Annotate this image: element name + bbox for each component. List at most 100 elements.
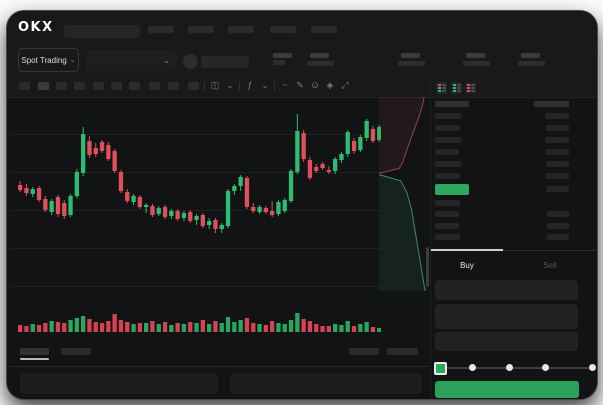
ticker-stat-value — [273, 60, 285, 65]
toolbar-divider — [239, 82, 240, 91]
orderbook-col-header — [534, 101, 569, 107]
orderbook-col-header — [435, 101, 469, 107]
app-window: OKX Spot Trading ⌄ ⌄ Buy Sell ◫ ⌄ ƒ ⌄ ~ ✎ ⊙ ◈ ⤢ — [6, 10, 598, 400]
order-total-field[interactable] — [435, 332, 578, 351]
ask-row-price[interactable] — [435, 149, 459, 155]
ask-row-amount[interactable] — [545, 113, 569, 119]
bid-row-price[interactable] — [435, 223, 459, 229]
ask-row-price[interactable] — [435, 137, 461, 143]
market-type-label: Spot Trading — [21, 55, 67, 65]
order-price-field[interactable] — [435, 280, 578, 300]
draw-tool-icon[interactable]: ✎ — [296, 80, 304, 90]
nav-item-placeholder[interactable] — [188, 26, 214, 33]
nav-item-placeholder[interactable] — [148, 26, 174, 33]
order-amount-field[interactable] — [435, 304, 578, 329]
nav-item-placeholder[interactable] — [311, 26, 337, 33]
bottom-tab[interactable] — [61, 348, 91, 355]
ticker-stat-value — [307, 61, 334, 66]
pair-selector-dropdown[interactable]: ⌄ — [86, 50, 177, 71]
ask-row-price[interactable] — [435, 125, 460, 131]
divider — [9, 366, 429, 367]
slider-stop-dot[interactable] — [506, 364, 513, 371]
timeframe-button[interactable] — [74, 82, 85, 90]
candlestick-chart[interactable] — [11, 97, 381, 295]
bid-row-price[interactable] — [435, 234, 460, 240]
fullscreen-icon[interactable]: ⤢ — [341, 80, 349, 90]
timeframe-button[interactable] — [149, 82, 160, 90]
ticker-stat-label — [401, 53, 420, 58]
timeframe-button[interactable] — [56, 82, 67, 90]
timeframe-button[interactable] — [19, 82, 30, 90]
ask-row-amount[interactable] — [546, 125, 569, 131]
amount-slider-track[interactable] — [437, 367, 589, 369]
okx-logo: OKX — [18, 20, 54, 35]
bid-row-price[interactable] — [435, 200, 460, 206]
depth-chart[interactable] — [379, 97, 429, 291]
nav-item-placeholder[interactable] — [228, 26, 254, 33]
timeframe-button[interactable] — [111, 82, 122, 90]
bottom-toolbar-item[interactable] — [387, 348, 418, 355]
tab-sell[interactable]: Sell — [543, 260, 557, 270]
bottom-tab-active[interactable] — [20, 348, 49, 355]
timeframe-button[interactable] — [129, 82, 140, 90]
search-input[interactable] — [64, 25, 140, 38]
market-type-selector[interactable]: Spot Trading ⌄ — [18, 48, 79, 72]
timeframe-button[interactable] — [188, 82, 199, 90]
ask-row-amount[interactable] — [545, 137, 569, 143]
ticker-stat-value — [398, 61, 425, 66]
ask-row-price[interactable] — [435, 173, 460, 179]
ask-row-amount[interactable] — [545, 149, 569, 155]
bottom-toolbar-item[interactable] — [349, 348, 379, 355]
chevron-down-icon[interactable]: ⌄ — [226, 80, 234, 90]
coin-icon — [183, 54, 198, 69]
timeframe-button[interactable] — [168, 82, 179, 90]
orders-panel-placeholder — [20, 373, 218, 394]
buy-button[interactable] — [435, 381, 579, 398]
last-price-amount — [546, 186, 569, 192]
buy-tab-indicator — [431, 249, 503, 251]
ticker-stat-label — [466, 53, 485, 58]
chevron-down-icon: ⌄ — [163, 55, 170, 65]
orderbook-bids-icon[interactable] — [451, 82, 462, 94]
tab-buy[interactable]: Buy — [460, 260, 474, 270]
ask-row-amount[interactable] — [545, 173, 569, 179]
orderbook-combined-icon[interactable] — [436, 82, 447, 94]
last-price-placeholder — [201, 56, 249, 68]
slider-stop-dot[interactable] — [542, 364, 549, 371]
toolbar-divider — [204, 82, 205, 91]
ticker-stat-label — [521, 53, 540, 58]
ask-row-amount[interactable] — [546, 161, 569, 167]
nav-item-placeholder[interactable] — [270, 26, 296, 33]
screenshot-icon[interactable]: ⊙ — [311, 80, 319, 90]
bid-row-price[interactable] — [435, 211, 459, 217]
bid-row-amount[interactable] — [547, 223, 569, 229]
volume-chart[interactable] — [11, 294, 381, 332]
timeframe-button[interactable] — [93, 82, 104, 90]
amount-slider-handle[interactable] — [434, 362, 447, 375]
chart-type-icon[interactable]: ◫ — [210, 80, 220, 90]
orderbook-asks-icon[interactable] — [465, 82, 476, 94]
sell-tab-indicator — [503, 250, 597, 251]
ticker-stat-value — [518, 61, 545, 66]
ticker-stat-label — [273, 53, 292, 58]
ask-row-price[interactable] — [435, 161, 461, 167]
ask-row-price[interactable] — [435, 113, 461, 119]
last-price-badge[interactable] — [435, 184, 469, 195]
bid-row-amount[interactable] — [547, 234, 569, 240]
slider-stop-dot[interactable] — [469, 364, 476, 371]
orders-panel-placeholder — [230, 373, 422, 394]
bid-row-amount[interactable] — [547, 211, 569, 217]
toolbar-divider — [274, 82, 275, 91]
scrollbar-thumb[interactable] — [426, 247, 429, 287]
ticker-stat-value — [463, 61, 490, 66]
bottom-tab-active-indicator — [20, 358, 49, 360]
panel-divider — [430, 73, 431, 399]
slider-stop-dot[interactable] — [589, 364, 596, 371]
ticker-stat-label — [310, 53, 329, 58]
chevron-down-icon: ⌄ — [69, 56, 76, 64]
line-tool-icon[interactable]: ~ — [282, 80, 288, 90]
settings-icon[interactable]: ◈ — [326, 80, 334, 90]
indicators-icon[interactable]: ƒ — [247, 80, 253, 90]
timeframe-button[interactable] — [38, 82, 49, 90]
chevron-down-icon[interactable]: ⌄ — [261, 80, 269, 90]
